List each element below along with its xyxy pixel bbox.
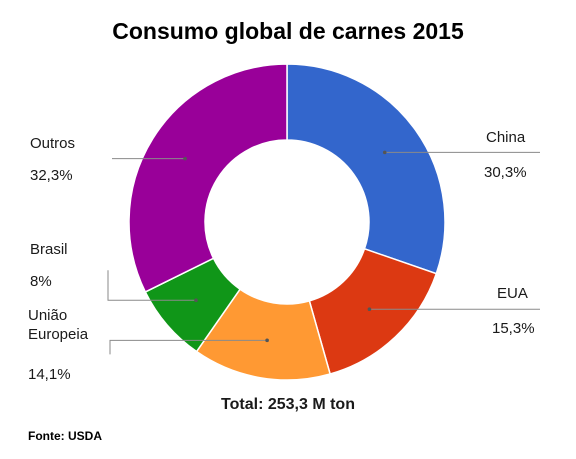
label-eua-name: EUA bbox=[497, 285, 528, 302]
leader-dot-brasil bbox=[194, 298, 198, 303]
leader-lines bbox=[107, 150, 540, 355]
label-china-name: China bbox=[486, 129, 526, 146]
label-outros-value: 32,3% bbox=[30, 167, 73, 184]
label-outros-name: Outros bbox=[30, 135, 76, 152]
leader-dot-eua bbox=[367, 307, 372, 312]
label-china-value: 30,3% bbox=[484, 164, 527, 181]
slice-outros bbox=[128, 63, 288, 293]
leader-dot-outros bbox=[183, 156, 187, 161]
label-ue-value: 14,1% bbox=[28, 366, 71, 383]
leader-dot-uniao-europeia bbox=[265, 338, 269, 343]
slice-eua bbox=[308, 247, 438, 375]
leader-brasil bbox=[107, 270, 196, 301]
label-eua-value: 15,3% bbox=[492, 320, 535, 337]
label-brasil-value: 8% bbox=[30, 273, 52, 290]
label-brasil-name: Brasil bbox=[30, 241, 68, 258]
source-label: Fonte: USDA bbox=[28, 429, 102, 443]
leader-dot-china bbox=[382, 150, 387, 155]
slice-china bbox=[286, 63, 446, 275]
chart-title: Consumo global de carnes 2015 bbox=[112, 18, 464, 44]
donut-slices bbox=[128, 63, 446, 381]
label-ue-name: União Europeia bbox=[28, 307, 89, 343]
total-label: Total: 253,3 M ton bbox=[221, 396, 355, 413]
leader-uniao-europeia bbox=[109, 339, 268, 355]
